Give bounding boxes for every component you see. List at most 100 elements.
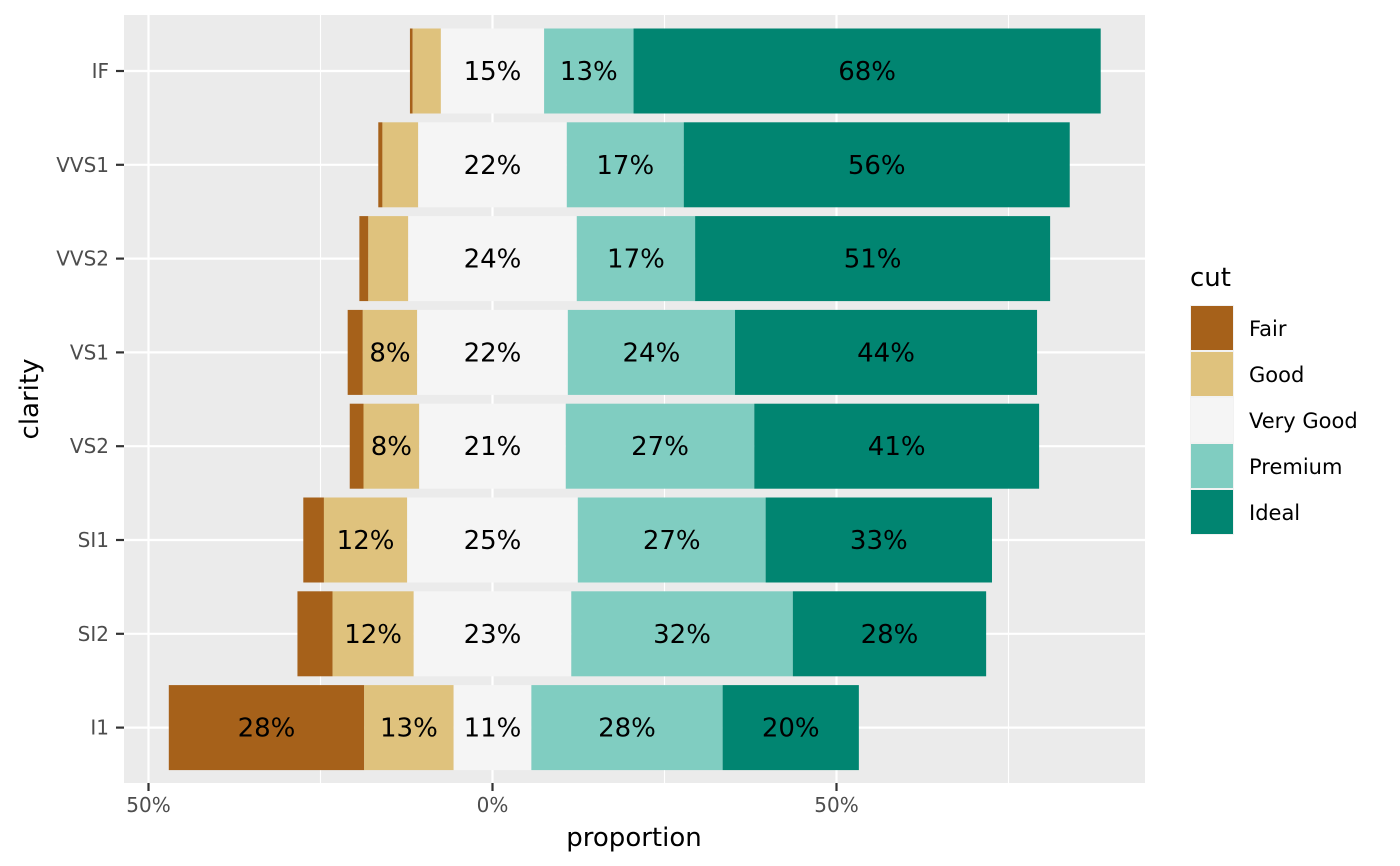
legend: cut Fair Good Very Good Premium Ideal [1190, 263, 1358, 535]
bar-fair-vvs1 [378, 122, 383, 208]
bar-label: 51% [844, 245, 902, 275]
bar-premium-si2 [571, 591, 793, 677]
y-tick-label: VS2 [70, 434, 109, 458]
bar-label: 13% [380, 714, 438, 744]
bar-fair-vs2 [349, 403, 364, 489]
y-axis-title: clarity [15, 359, 45, 440]
bar-ideal-i1 [722, 685, 859, 771]
bar-ideal-vvs2 [695, 216, 1051, 302]
bar-label: 11% [464, 714, 522, 744]
bar-label: 13% [560, 57, 618, 87]
bar-label: 56% [848, 151, 906, 181]
bar-label: 33% [850, 526, 908, 556]
bar-fair-vs1 [347, 309, 363, 395]
bar-premium-vs2 [565, 403, 755, 489]
bar-premium-if [544, 28, 634, 114]
bar-fair-if [409, 28, 413, 114]
x-tick-label: 50% [126, 793, 170, 817]
bar-good-vvs2 [368, 216, 409, 302]
bar-premium-vvs2 [576, 216, 696, 302]
bar-label: 15% [464, 57, 522, 87]
bar-label: 22% [464, 338, 522, 368]
bar-label: 24% [464, 245, 522, 275]
bar-premium-i1 [531, 685, 723, 771]
bar-label: 27% [631, 432, 689, 462]
bar-very-good-vvs1 [418, 122, 567, 208]
bar-label: 23% [464, 620, 522, 650]
bar-ideal-vs1 [735, 309, 1038, 395]
bar-fair-vvs2 [359, 216, 369, 302]
bar-label: 20% [762, 714, 820, 744]
bar-good-vs2 [363, 403, 420, 489]
bar-fair-si2 [297, 591, 333, 677]
bar-label: 21% [464, 432, 522, 462]
y-tick-label: VVS1 [56, 153, 109, 177]
bar-label: 25% [464, 526, 522, 556]
y-axis: IF VVS1 VVS2 VS1 VS2 SI1 SI2 I1 [56, 59, 124, 740]
bar-fair-i1 [168, 685, 365, 771]
y-tick-label: I1 [90, 716, 109, 740]
y-tick-label: SI1 [78, 528, 109, 552]
legend-title: cut [1190, 263, 1231, 293]
bar-label: 24% [623, 338, 681, 368]
bar-ideal-si2 [792, 591, 987, 677]
bar-good-si1 [323, 497, 408, 583]
legend-key-good [1191, 352, 1233, 396]
bar-label: 12% [344, 620, 402, 650]
x-axis-title: proportion [566, 823, 701, 853]
bar-label: 28% [598, 714, 656, 744]
legend-label: Ideal [1249, 501, 1300, 525]
legend-key-fair [1191, 306, 1233, 350]
bar-label: 41% [868, 432, 926, 462]
y-tick-label: IF [92, 59, 109, 83]
bar-label: 17% [607, 245, 665, 275]
bar-premium-si1 [577, 497, 766, 583]
bar-label: 28% [861, 620, 919, 650]
bar-very-good-if [440, 28, 545, 114]
bar-label: 8% [369, 338, 410, 368]
bar-label: 44% [857, 338, 915, 368]
bar-label: 17% [596, 151, 654, 181]
bar-very-good-si1 [407, 497, 578, 583]
bars [168, 28, 1101, 771]
bar-very-good-vs1 [417, 309, 568, 395]
y-tick-label: SI2 [78, 622, 109, 646]
bar-label: 28% [238, 714, 296, 744]
bar-premium-vs1 [567, 309, 736, 395]
bar-label: 8% [371, 432, 412, 462]
legend-label: Good [1249, 363, 1304, 387]
bar-good-vs1 [362, 309, 418, 395]
legend-key-premium [1191, 444, 1233, 488]
legend-label: Fair [1249, 317, 1287, 341]
bar-ideal-vvs1 [683, 122, 1070, 208]
legend-label: Premium [1249, 455, 1342, 479]
bar-good-if [412, 28, 441, 114]
bar-ideal-si1 [765, 497, 992, 583]
bar-good-i1 [364, 685, 454, 771]
bar-premium-vvs1 [566, 122, 684, 208]
bar-good-si2 [332, 591, 414, 677]
bar-label: 68% [838, 57, 896, 87]
y-tick-label: VS1 [70, 340, 109, 364]
bar-good-vvs1 [382, 122, 419, 208]
legend-key-ideal [1191, 490, 1233, 534]
bar-fair-si1 [303, 497, 324, 583]
bar-labels: 15% 13% 68% 22% 17% 56% 24% 17% 51% 8% 22% 24% 44% 8%… [238, 57, 926, 744]
bar-label: 22% [464, 151, 522, 181]
legend-key-very-good [1191, 398, 1233, 442]
bar-very-good-vvs2 [408, 216, 577, 302]
bar-label: 32% [653, 620, 711, 650]
bar-very-good-si2 [413, 591, 572, 677]
bar-label: 27% [643, 526, 701, 556]
legend-label: Very Good [1249, 409, 1358, 433]
x-tick-label: 0% [477, 793, 509, 817]
bar-label: 12% [337, 526, 395, 556]
x-axis: 50% 0% 50% [126, 783, 859, 817]
bar-very-good-i1 [453, 685, 532, 771]
y-tick-label: VVS2 [56, 247, 109, 271]
bar-ideal-vs2 [754, 403, 1040, 489]
x-tick-label: 50% [814, 793, 858, 817]
bar-very-good-vs2 [419, 403, 566, 489]
bar-ideal-if [633, 28, 1101, 114]
